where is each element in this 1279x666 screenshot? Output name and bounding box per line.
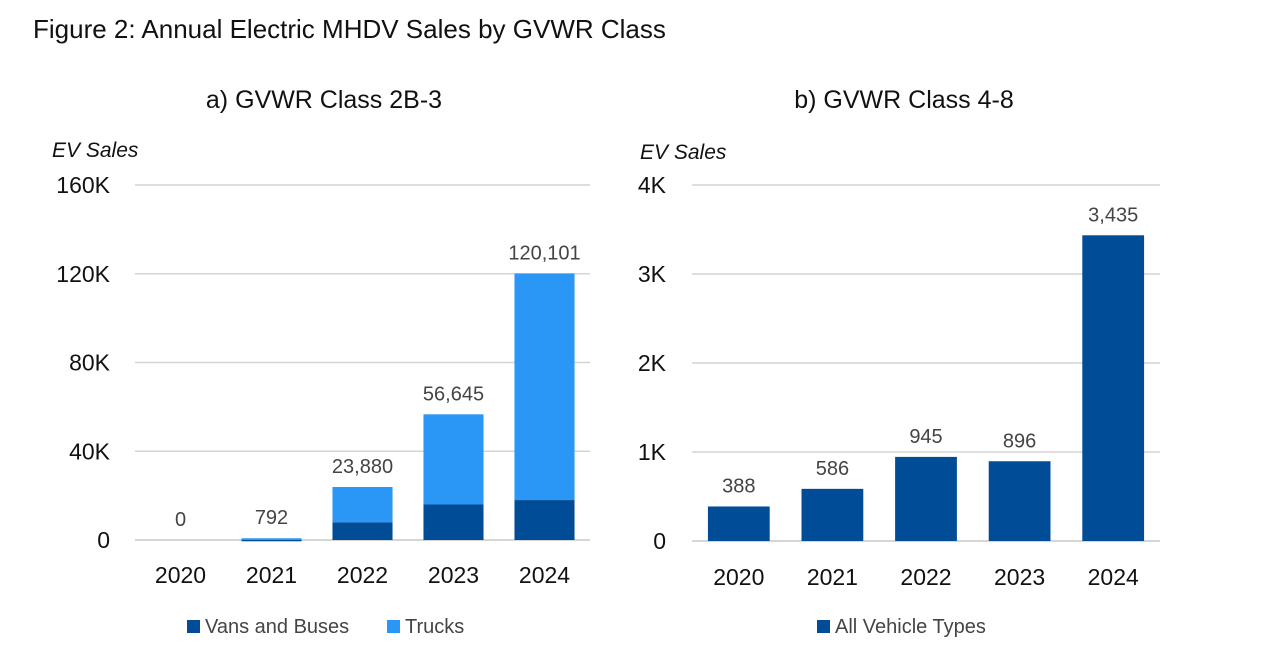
chart-b-y-axis: 0 1K 2K 3K 4K bbox=[638, 172, 667, 554]
data-label: 23,880 bbox=[332, 456, 393, 478]
chart-b-ylabel: EV Sales bbox=[640, 141, 727, 164]
x-tick-label: 2024 bbox=[1088, 564, 1139, 590]
legend-swatch-vans-and-buses bbox=[187, 620, 200, 633]
x-tick-label: 2023 bbox=[994, 564, 1045, 590]
y-tick-label: 4K bbox=[638, 172, 667, 198]
chart-b-title: b) GVWR Class 4-8 bbox=[794, 86, 1013, 114]
bar-trucks-2023 bbox=[423, 414, 484, 505]
data-label: 945 bbox=[909, 426, 942, 448]
chart-a: a) GVWR Class 2B-3 EV Sales 0 40K 80K 120K 1… bbox=[52, 86, 590, 638]
chart-b-data-labels: 388 586 945 896 3,435 bbox=[722, 204, 1138, 497]
data-label: 56,645 bbox=[423, 383, 484, 405]
bar-all-vehicle-types-2020 bbox=[707, 506, 770, 541]
y-tick-label: 2K bbox=[638, 350, 667, 376]
x-tick-label: 2021 bbox=[807, 564, 858, 590]
chart-b: b) GVWR Class 4-8 EV Sales 0 1K 2K 3K 4K 388… bbox=[638, 86, 1160, 638]
data-label: 792 bbox=[255, 507, 288, 529]
x-tick-label: 2023 bbox=[428, 562, 479, 588]
data-label: 0 bbox=[175, 509, 186, 531]
y-tick-label: 40K bbox=[69, 438, 111, 464]
bar-all-vehicle-types-2021 bbox=[801, 488, 864, 541]
bar-all-vehicle-types-2023 bbox=[988, 461, 1051, 541]
figure-title: Figure 2: Annual Electric MHDV Sales by … bbox=[33, 14, 666, 44]
data-label: 586 bbox=[816, 458, 849, 480]
bar-all-vehicle-types-2022 bbox=[895, 456, 957, 541]
chart-a-bars bbox=[241, 273, 575, 542]
x-tick-label: 2020 bbox=[155, 562, 206, 588]
bar-all-vehicle-types-2024 bbox=[1082, 235, 1145, 541]
y-tick-label: 80K bbox=[69, 350, 111, 376]
data-label: 388 bbox=[722, 475, 755, 497]
chart-a-ylabel: EV Sales bbox=[52, 139, 139, 162]
chart-b-bars bbox=[707, 235, 1145, 541]
y-tick-label: 1K bbox=[638, 439, 667, 465]
chart-b-x-axis: 2020 2021 2022 2023 2024 bbox=[713, 564, 1139, 590]
bar-vans-and-buses-2021 bbox=[241, 539, 302, 542]
bar-vans-and-buses-2024 bbox=[514, 500, 575, 540]
x-tick-label: 2021 bbox=[246, 562, 297, 588]
legend-swatch-all-vehicle-types bbox=[817, 620, 830, 633]
bar-trucks-2021 bbox=[241, 538, 302, 540]
bar-vans-and-buses-2022 bbox=[332, 522, 393, 540]
chart-a-gridlines bbox=[135, 184, 590, 541]
chart-a-legend: Vans and Buses Trucks bbox=[187, 616, 464, 638]
legend-label-trucks: Trucks bbox=[405, 616, 464, 638]
legend-swatch-trucks bbox=[387, 620, 400, 633]
y-tick-label: 0 bbox=[97, 527, 110, 553]
chart-a-x-axis: 2020 2021 2022 2023 2024 bbox=[155, 562, 570, 588]
y-tick-label: 0 bbox=[653, 528, 666, 554]
data-label: 120,101 bbox=[508, 243, 580, 265]
y-tick-label: 3K bbox=[638, 261, 667, 287]
chart-b-legend: All Vehicle Types bbox=[817, 616, 986, 638]
chart-a-data-labels: 0 792 23,880 56,645 120,101 bbox=[175, 243, 581, 531]
bar-trucks-2024 bbox=[514, 273, 575, 501]
x-tick-label: 2022 bbox=[900, 564, 951, 590]
y-tick-label: 160K bbox=[56, 172, 110, 198]
bar-trucks-2022 bbox=[332, 487, 393, 523]
bar-vans-and-buses-2023 bbox=[423, 504, 484, 540]
x-tick-label: 2022 bbox=[337, 562, 388, 588]
chart-a-title: a) GVWR Class 2B-3 bbox=[206, 86, 442, 114]
legend-label-all-vehicle-types: All Vehicle Types bbox=[835, 616, 986, 638]
x-tick-label: 2024 bbox=[519, 562, 570, 588]
y-tick-label: 120K bbox=[56, 261, 110, 287]
legend-label-vans-and-buses: Vans and Buses bbox=[205, 616, 349, 638]
x-tick-label: 2020 bbox=[713, 564, 764, 590]
chart-a-y-axis: 0 40K 80K 120K 160K bbox=[56, 172, 110, 553]
data-label: 896 bbox=[1003, 430, 1036, 452]
data-label: 3,435 bbox=[1088, 204, 1138, 226]
